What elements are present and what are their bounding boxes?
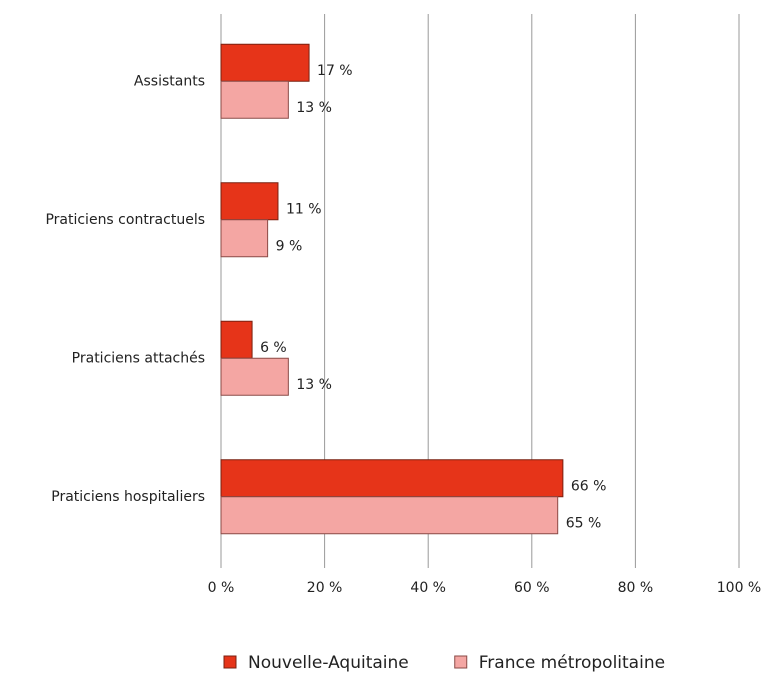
bar (220, 80, 289, 119)
bar (220, 182, 279, 221)
legend-label: France métropolitaine (479, 653, 665, 673)
bar (220, 459, 564, 498)
bar (220, 219, 269, 258)
value-label: 6 % (260, 340, 287, 356)
bar (220, 496, 559, 535)
value-label: 13 % (296, 377, 332, 393)
x-tick-label: 0 % (208, 580, 235, 596)
x-tick-label: 80 % (618, 580, 654, 596)
value-label: 9 % (276, 238, 303, 254)
category-label: Praticiens attachés (72, 350, 205, 366)
category-label: Praticiens hospitaliers (51, 489, 205, 505)
x-tick-label: 40 % (410, 580, 446, 596)
value-label: 66 % (571, 478, 607, 494)
legend-label: Nouvelle-Aquitaine (248, 653, 409, 673)
value-label: 11 % (286, 201, 322, 217)
value-label: 17 % (317, 63, 353, 79)
legend-swatch (454, 655, 468, 669)
legend-swatch (223, 655, 237, 669)
x-tick-label: 20 % (307, 580, 343, 596)
value-label: 13 % (296, 100, 332, 116)
x-tick-label: 100 % (717, 580, 761, 596)
x-tick-label: 60 % (514, 580, 550, 596)
bar (220, 43, 310, 82)
bar (220, 320, 253, 359)
category-label: Praticiens contractuels (45, 212, 205, 228)
value-label: 65 % (566, 515, 602, 531)
bar (220, 357, 289, 396)
category-label: Assistants (134, 73, 205, 89)
